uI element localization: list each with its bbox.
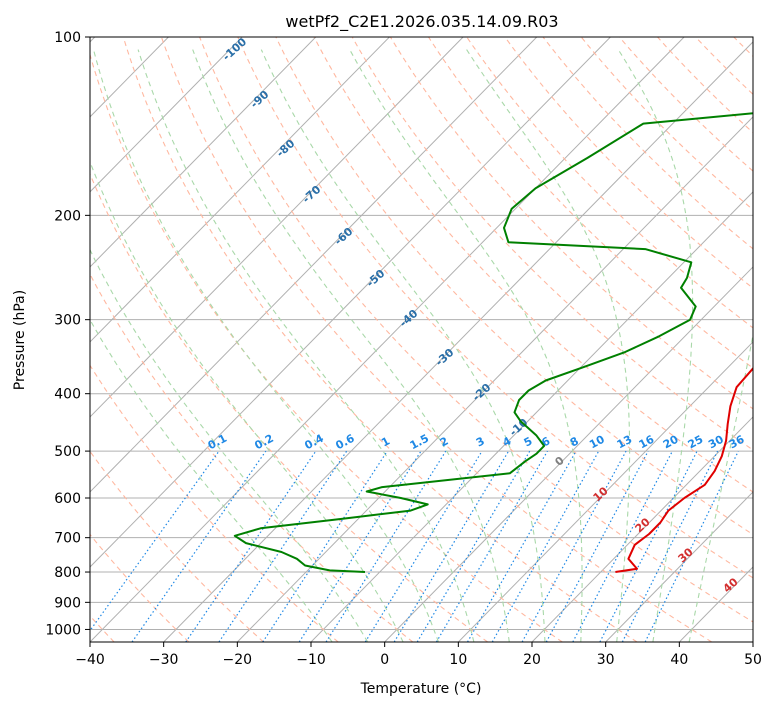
x-tick-label: 30 (597, 652, 615, 668)
isotherm-line (90, 37, 317, 268)
mixing-ratio-line (435, 450, 548, 642)
background-lines (90, 37, 753, 642)
y-tick-label: 300 (54, 313, 81, 329)
y-axis-label: Pressure (hPa) (12, 290, 28, 390)
moist-adiabat-line (688, 331, 753, 642)
sounding-profiles (233, 112, 753, 573)
mixing-ratio-line (644, 450, 739, 642)
x-tick-label: 50 (744, 652, 762, 668)
temperature-profile-line (615, 366, 753, 573)
mixing-ratio-label: 13 (615, 433, 635, 452)
y-tick-label: 100 (54, 30, 81, 46)
isotherm-line (605, 491, 753, 642)
x-tick-label: 0 (380, 652, 389, 668)
moist-adiabat-line (617, 49, 694, 642)
moist-adiabat-line (260, 49, 546, 642)
isotherm-line (236, 116, 753, 642)
moist-adiabat-line (92, 49, 440, 642)
moist-adiabat-line (349, 49, 583, 642)
y-tick-label: 500 (54, 444, 81, 460)
mixing-ratio-line (185, 450, 317, 642)
mixing-ratio-line (298, 450, 422, 642)
dry-adiabat-line (542, 37, 753, 250)
isotherm-line (310, 191, 753, 642)
dry-adiabat-line (237, 37, 753, 579)
dry-adiabat-line (428, 37, 753, 369)
y-tick-label: 600 (54, 491, 81, 507)
isotherm-line (384, 266, 753, 642)
dry-adiabat-line (90, 533, 190, 642)
dry-adiabat-line (90, 52, 563, 642)
dry-adiabat-line (199, 37, 753, 623)
x-axis-label: Temperature (°C) (360, 681, 482, 697)
mixing-ratio-line (466, 450, 577, 642)
x-tick-label: 20 (523, 652, 541, 668)
dry-adiabat-line (580, 37, 753, 211)
moist-adiabat-line (137, 49, 475, 642)
mixing-ratio-line (393, 450, 510, 642)
x-tick-label: −10 (296, 652, 326, 668)
y-tick-label: 1000 (45, 622, 81, 638)
moist-adiabat-line (90, 318, 333, 642)
x-tick-label: 10 (449, 652, 467, 668)
x-tick-label: −30 (149, 652, 179, 668)
mixing-ratio-label: 16 (637, 433, 657, 452)
dry-adiabat-line (466, 37, 753, 329)
isotherm-line (90, 37, 464, 418)
dry-adiabat-line (160, 37, 712, 642)
x-tick-label: 40 (670, 652, 688, 668)
dry-adiabat-line (275, 37, 753, 536)
isotherm-line (163, 41, 753, 642)
mixing-ratio-line (325, 450, 447, 642)
y-tick-label: 200 (54, 208, 81, 224)
mixing-ratio-label: 10 (587, 433, 607, 452)
dry-adiabat-line (90, 273, 414, 642)
isotherm-line (90, 37, 243, 193)
isotherm-line (90, 37, 390, 343)
dry-adiabat-line (313, 37, 753, 493)
mixing-ratio-line (416, 450, 531, 642)
moist-adiabat-line (466, 49, 631, 642)
y-tick-label: 900 (54, 595, 81, 611)
mixing-ratio-line (364, 450, 483, 642)
dry-adiabat-line (504, 37, 753, 289)
isotherm-line (90, 37, 685, 642)
moist-adiabat-line (90, 248, 369, 642)
dewpoint-profile-line (233, 112, 753, 573)
dry-adiabat-line (90, 172, 488, 642)
y-tick-label: 400 (54, 387, 81, 403)
mixing-ratio-line (545, 450, 649, 642)
mixing-ratio-label: 25 (686, 433, 706, 452)
mixing-ratio-label: 30 (706, 433, 726, 452)
chart-title: wetPf2_C2E1.2026.035.14.09.R03 (285, 12, 558, 32)
isotherm-line (90, 37, 538, 493)
isotherm-line (457, 341, 753, 642)
y-tick-label: 800 (54, 565, 81, 581)
mixing-ratio-label: 20 (661, 433, 681, 452)
mixing-ratio-line (131, 450, 267, 642)
x-tick-label: −20 (223, 652, 253, 668)
x-tick-label: −40 (75, 652, 105, 668)
dry-adiabat-line (618, 37, 753, 172)
mixing-ratio-line (521, 450, 627, 642)
dry-adiabat-line (90, 364, 339, 642)
mixing-ratio-label: 36 (727, 433, 747, 452)
moist-adiabat-line (90, 160, 404, 642)
y-tick-label: 700 (54, 531, 81, 547)
axis-ticks: −40 −30 −20 −10 0 10 20 30 40 50 100 200 300 400 500 60… (45, 30, 762, 668)
isotherm-line (90, 37, 611, 568)
isotherm-line (531, 416, 753, 642)
dry-adiabat-line (122, 37, 638, 642)
plot-frame (89, 36, 754, 643)
mixing-ratio-line (491, 450, 600, 642)
